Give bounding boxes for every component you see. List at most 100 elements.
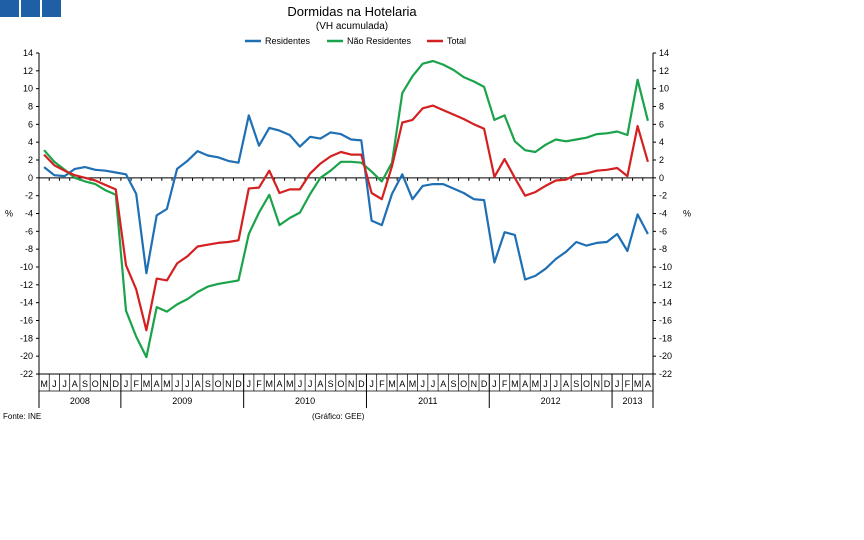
y-tick-label-left: -6 — [25, 226, 33, 236]
chart-subtitle: (VH acumulada) — [316, 21, 388, 32]
source-note: Fonte: INE — [3, 412, 42, 421]
month-label: M — [511, 379, 519, 389]
y-tick-label-left: -20 — [20, 351, 33, 361]
month-label: N — [348, 379, 355, 389]
year-label: 2008 — [70, 396, 90, 406]
y-tick-label-right: 14 — [659, 48, 669, 58]
y-tick-label-right: 8 — [659, 102, 664, 112]
y-tick-label-left: 12 — [23, 66, 33, 76]
month-label: F — [502, 379, 508, 389]
y-tick-label-right: -22 — [659, 369, 672, 379]
month-label: O — [460, 379, 467, 389]
y-tick-label-right: -12 — [659, 280, 672, 290]
month-label: D — [113, 379, 120, 389]
year-label: 2009 — [172, 396, 192, 406]
month-label: D — [481, 379, 488, 389]
legend: Residentes Não Residentes Total — [245, 36, 466, 46]
month-label: M — [409, 379, 417, 389]
y-tick-label-right: -6 — [659, 226, 667, 236]
month-label: J — [369, 379, 374, 389]
month-label: S — [82, 379, 88, 389]
month-label: O — [92, 379, 99, 389]
y-tick-label-right: -4 — [659, 209, 667, 219]
month-label: O — [583, 379, 590, 389]
month-label: A — [317, 379, 323, 389]
y-tick-label-right: -8 — [659, 244, 667, 254]
month-label: A — [522, 379, 528, 389]
month-label: A — [563, 379, 569, 389]
y-tick-label-right: 12 — [659, 66, 669, 76]
y-tick-label-left: -22 — [20, 369, 33, 379]
month-label: D — [235, 379, 242, 389]
month-label: J — [62, 379, 67, 389]
y-tick-label-right: 4 — [659, 137, 664, 147]
y-tick-label-left: 6 — [28, 119, 33, 129]
y-tick-label-left: 10 — [23, 84, 33, 94]
month-label: J — [431, 379, 436, 389]
y-tick-label-left: -2 — [25, 191, 33, 201]
month-label: O — [215, 379, 222, 389]
y-tick-label-left: 8 — [28, 102, 33, 112]
year-label: 2011 — [418, 396, 437, 406]
logo-square-3 — [42, 0, 61, 17]
month-label: A — [399, 379, 405, 389]
year-label: 2010 — [295, 396, 315, 406]
month-label: J — [492, 379, 497, 389]
axes: 14 14 12 12 10 10 8 8 6 6 4 4 2 2 0 0 -2 -2 -4 -4 -6 -6 -8 -8 -1… — [5, 48, 691, 408]
y-tick-label-left: 14 — [23, 48, 33, 58]
y-tick-label-left: 2 — [28, 155, 33, 165]
month-label: F — [379, 379, 385, 389]
y-tick-label-right: 6 — [659, 119, 664, 129]
y-tick-label-left: 4 — [28, 137, 33, 147]
month-label: J — [124, 379, 129, 389]
logo-square-1 — [0, 0, 19, 17]
month-label: M — [266, 379, 274, 389]
month-label: S — [450, 379, 456, 389]
month-label: J — [298, 379, 303, 389]
month-label: A — [276, 379, 282, 389]
y-tick-label-right: -14 — [659, 298, 672, 308]
month-label: A — [195, 379, 201, 389]
y-tick-label-left: -12 — [20, 280, 33, 290]
legend-label: Residentes — [265, 36, 311, 46]
month-label: J — [175, 379, 180, 389]
month-label: J — [543, 379, 548, 389]
y-tick-label-right: 10 — [659, 84, 669, 94]
month-label: D — [358, 379, 365, 389]
y-axis-label-right: % — [683, 209, 691, 219]
month-label: J — [615, 379, 620, 389]
legend-label: Não Residentes — [347, 36, 412, 46]
month-label: F — [256, 379, 262, 389]
month-label: A — [440, 379, 446, 389]
year-label: 2013 — [623, 396, 643, 406]
y-tick-label-right: -16 — [659, 316, 672, 326]
month-label: J — [52, 379, 57, 389]
legend-label: Total — [447, 36, 466, 46]
month-label: N — [593, 379, 600, 389]
month-label: M — [388, 379, 396, 389]
y-tick-label-left: -10 — [20, 262, 33, 272]
y-tick-label-left: 0 — [28, 173, 33, 183]
month-label: A — [72, 379, 78, 389]
month-label: A — [645, 379, 651, 389]
month-label: J — [185, 379, 190, 389]
month-label: M — [40, 379, 48, 389]
month-label: N — [102, 379, 109, 389]
month-label: S — [328, 379, 334, 389]
legend-item-residentes: Residentes — [245, 36, 311, 46]
month-label: D — [604, 379, 611, 389]
y-tick-label-right: -20 — [659, 351, 672, 361]
month-label: M — [163, 379, 171, 389]
chart-title: Dormidas na Hotelaria — [287, 4, 417, 19]
legend-item-total: Total — [427, 36, 466, 46]
month-label: O — [337, 379, 344, 389]
month-label: N — [225, 379, 232, 389]
month-label: N — [471, 379, 478, 389]
year-label: 2012 — [541, 396, 561, 406]
month-label: J — [421, 379, 426, 389]
y-tick-label-left: -8 — [25, 244, 33, 254]
series-line-total — [43, 104, 649, 332]
month-label: F — [625, 379, 631, 389]
month-label: M — [286, 379, 294, 389]
